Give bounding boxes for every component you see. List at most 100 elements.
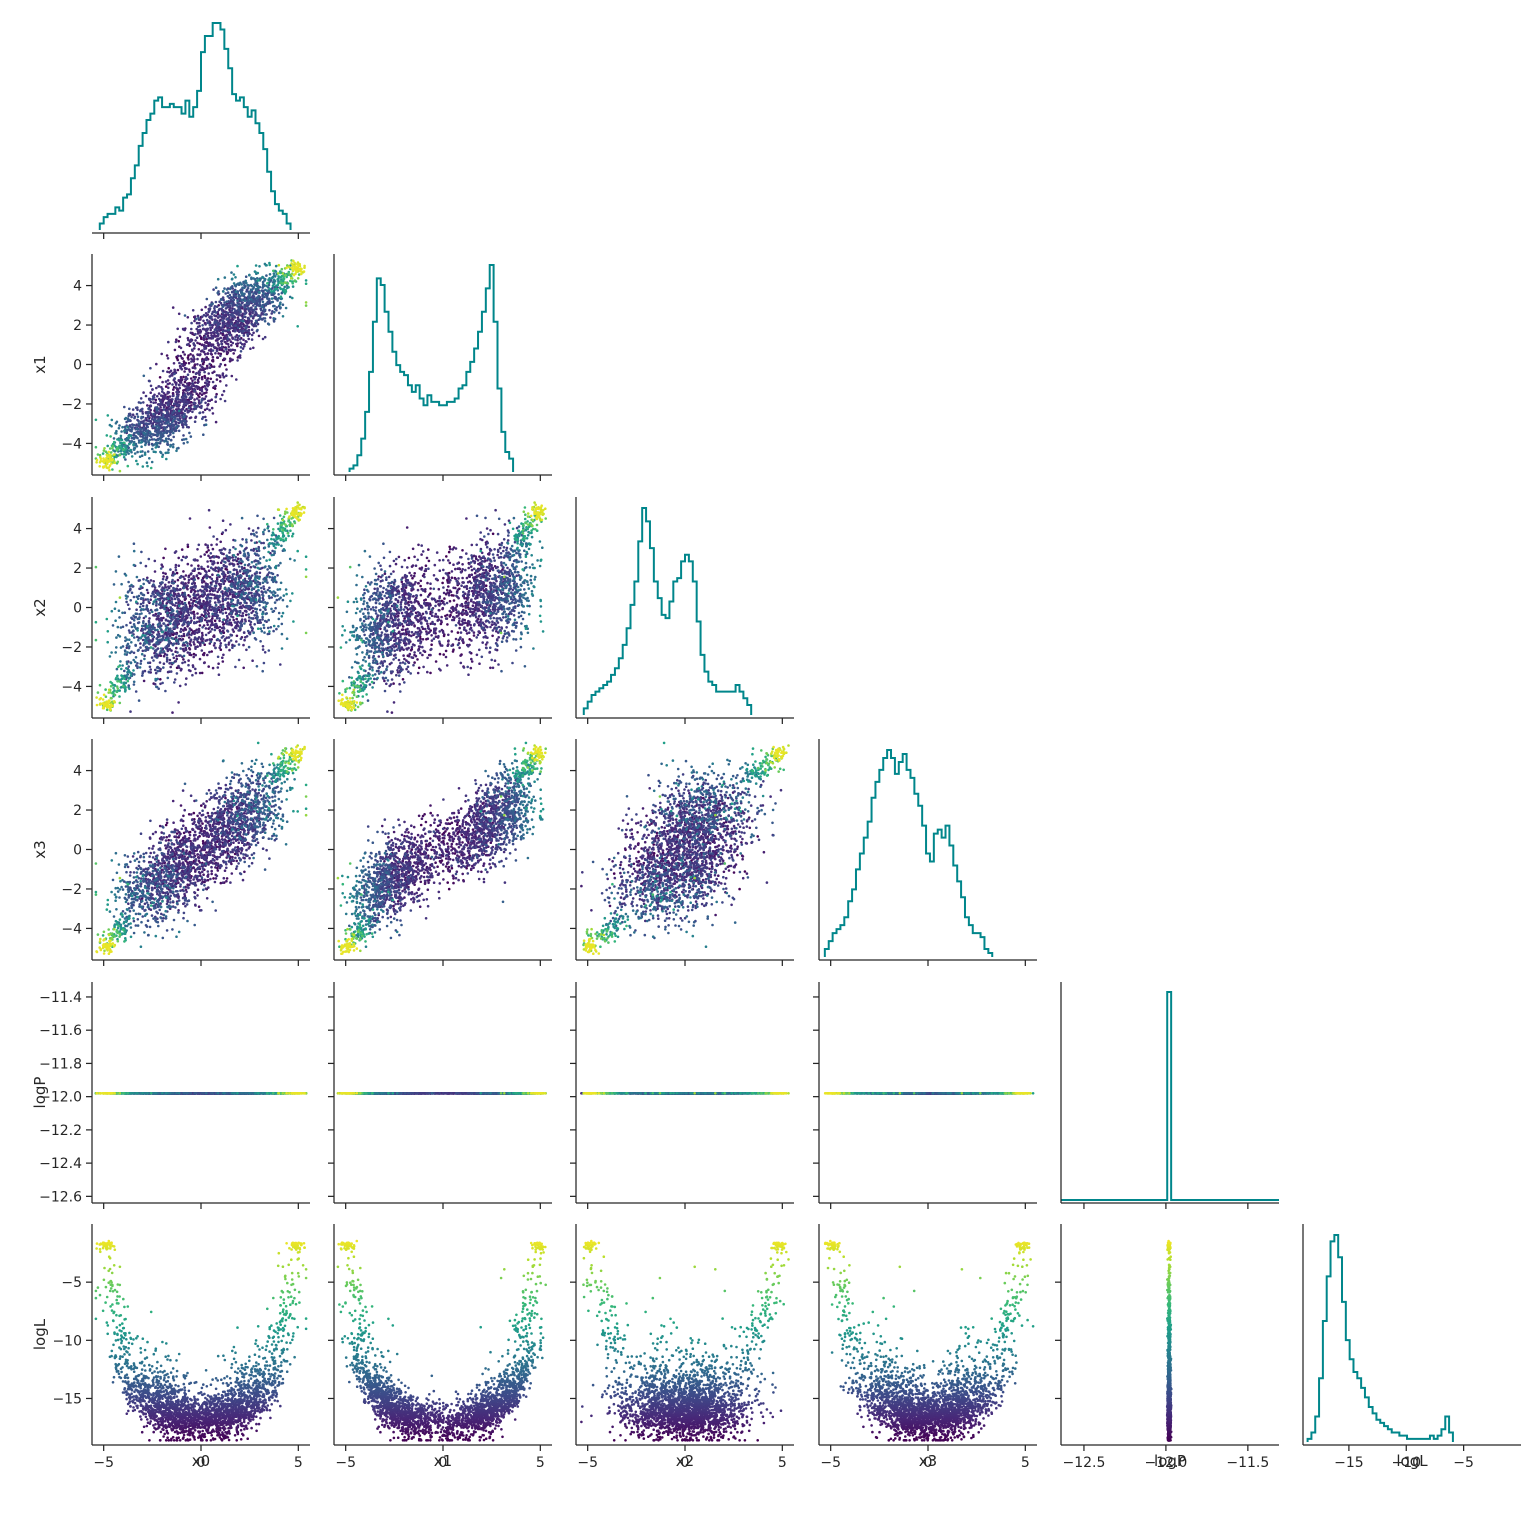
scatter-point <box>294 263 297 266</box>
scatter-point <box>129 621 132 624</box>
scatter-point <box>265 285 268 288</box>
scatter-point <box>118 424 121 427</box>
scatter-point <box>189 595 192 598</box>
scatter-point <box>181 357 184 360</box>
scatter-point <box>202 328 205 331</box>
scatter-point <box>280 582 283 585</box>
scatter-point <box>210 583 213 586</box>
scatter-point <box>147 601 150 604</box>
scatter-point <box>237 610 240 613</box>
scatter-point <box>232 628 235 631</box>
scatter-point <box>149 624 152 627</box>
scatter-point <box>240 607 243 610</box>
scatter-point <box>263 627 266 630</box>
scatter-point <box>214 396 217 399</box>
scatter-point <box>242 339 245 342</box>
scatter-point <box>137 649 140 652</box>
scatter-point <box>118 609 121 612</box>
scatter-point <box>232 337 235 340</box>
scatter-point <box>238 308 241 311</box>
scatter-point <box>165 578 168 581</box>
scatter-point <box>127 419 130 422</box>
scatter-point <box>167 637 170 640</box>
scatter-point <box>179 336 182 339</box>
scatter-point <box>134 452 137 455</box>
scatter-point <box>234 666 237 669</box>
scatter-point <box>156 406 159 409</box>
scatter-point <box>178 362 181 365</box>
scatter-point <box>262 648 265 651</box>
scatter-point <box>251 588 254 591</box>
scatter-point <box>159 399 162 402</box>
scatter-point <box>180 668 183 671</box>
scatter-point <box>236 359 239 362</box>
scatter-point <box>180 378 183 381</box>
scatter-point <box>134 644 137 647</box>
scatter-point <box>188 647 191 650</box>
scatter-point <box>194 333 197 336</box>
scatter-point <box>201 344 204 347</box>
scatter-point <box>119 635 122 638</box>
scatter-point <box>252 332 255 335</box>
scatter-point <box>227 579 230 582</box>
scatter-point <box>236 304 239 307</box>
scatter-point <box>148 612 151 615</box>
scatter-point <box>146 426 149 429</box>
scatter-point <box>262 606 265 609</box>
scatter-point <box>243 549 246 552</box>
scatter-point <box>272 610 275 613</box>
scatter-point <box>211 573 214 576</box>
scatter-point <box>172 609 175 612</box>
scatter-point <box>189 417 192 420</box>
scatter-point <box>178 313 181 316</box>
scatter-point <box>224 364 227 367</box>
scatter-point <box>140 445 143 448</box>
scatter-point <box>241 538 244 541</box>
scatter-point <box>252 347 255 350</box>
scatter-point <box>264 320 267 323</box>
scatter-point <box>189 370 192 373</box>
scatter-point <box>174 678 177 681</box>
scatter-point <box>206 560 209 563</box>
scatter-point <box>162 572 165 575</box>
scatter-point <box>147 450 150 453</box>
scatter-point <box>134 626 137 629</box>
scatter-point <box>207 332 210 335</box>
scatter-point <box>238 659 241 662</box>
scatter-point <box>129 449 132 452</box>
scatter-point <box>166 371 169 374</box>
scatter-point <box>207 322 210 325</box>
scatter-point <box>260 587 263 590</box>
scatter-point <box>119 438 122 441</box>
scatter-point <box>237 601 240 604</box>
scatter-point <box>179 685 182 688</box>
scatter-point <box>282 612 285 615</box>
scatter-point <box>185 641 188 644</box>
scatter-point <box>143 375 146 378</box>
scatter-point <box>217 666 220 669</box>
scatter-point <box>169 659 172 662</box>
scatter-point <box>165 380 168 383</box>
scatter-point <box>159 440 162 443</box>
scatter-point <box>146 625 149 628</box>
scatter-point <box>251 285 254 288</box>
scatter-point <box>193 378 196 381</box>
scatter-point <box>226 288 229 291</box>
scatter-point <box>215 585 218 588</box>
scatter-point <box>169 628 172 631</box>
scatter-point <box>227 291 230 294</box>
scatter-point <box>140 608 143 611</box>
scatter-point <box>232 546 235 549</box>
scatter-point <box>230 615 233 618</box>
scatter-point <box>107 414 110 417</box>
scatter-point <box>133 596 136 599</box>
scatter-point <box>252 315 255 318</box>
scatter-point <box>195 600 198 603</box>
scatter-point <box>233 645 236 648</box>
scatter-point <box>206 654 209 657</box>
scatter-point <box>265 605 268 608</box>
scatter-point <box>255 320 258 323</box>
scatter-point <box>159 617 162 620</box>
scatter-point <box>262 295 265 298</box>
scatter-point <box>128 443 131 446</box>
